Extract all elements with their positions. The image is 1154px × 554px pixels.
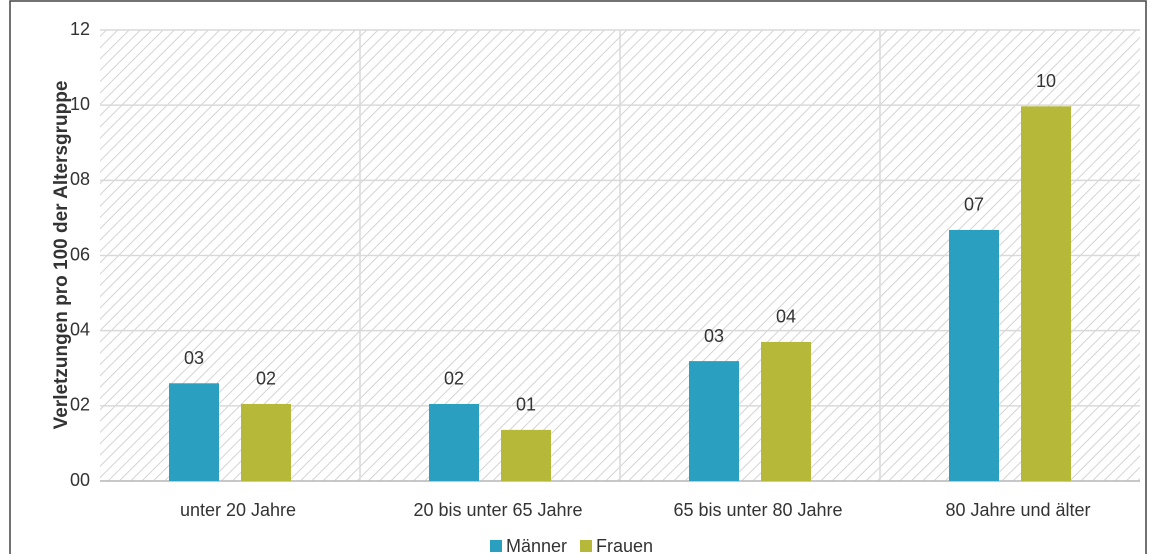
legend-swatch (490, 540, 502, 552)
legend-swatch (580, 540, 592, 552)
data-label: 03 (704, 326, 724, 346)
data-label: 10 (1036, 71, 1056, 91)
y-tick-label: 12 (70, 19, 90, 39)
data-label: 02 (444, 369, 464, 389)
x-tick-label: 20 bis unter 65 Jahre (413, 500, 582, 520)
x-tick-label: unter 20 Jahre (180, 500, 296, 520)
x-tick-label: 80 Jahre und älter (945, 500, 1090, 520)
legend-label: Männer (506, 536, 567, 554)
bar (689, 361, 739, 481)
x-tick-label: 65 bis unter 80 Jahre (673, 500, 842, 520)
bar (429, 403, 479, 481)
bar (241, 403, 291, 481)
legend-label: Frauen (596, 536, 653, 554)
y-tick-label: 06 (70, 244, 90, 264)
bar (949, 229, 999, 481)
y-tick-label: 04 (70, 319, 90, 339)
data-label: 07 (964, 195, 984, 215)
y-tick-label: 10 (70, 94, 90, 114)
data-label: 03 (184, 348, 204, 368)
bar (761, 341, 811, 481)
y-tick-label: 00 (70, 470, 90, 490)
bar (501, 429, 551, 481)
bar (169, 383, 219, 481)
y-tick-label: 02 (70, 395, 90, 415)
bar (1021, 106, 1071, 482)
data-label: 04 (776, 307, 796, 327)
y-axis-label: Verletzungen pro 100 der Altersgruppe (51, 81, 72, 430)
y-tick-label: 08 (70, 169, 90, 189)
data-label: 01 (516, 395, 536, 415)
data-label: 02 (256, 369, 276, 389)
frame (9, 0, 1147, 554)
